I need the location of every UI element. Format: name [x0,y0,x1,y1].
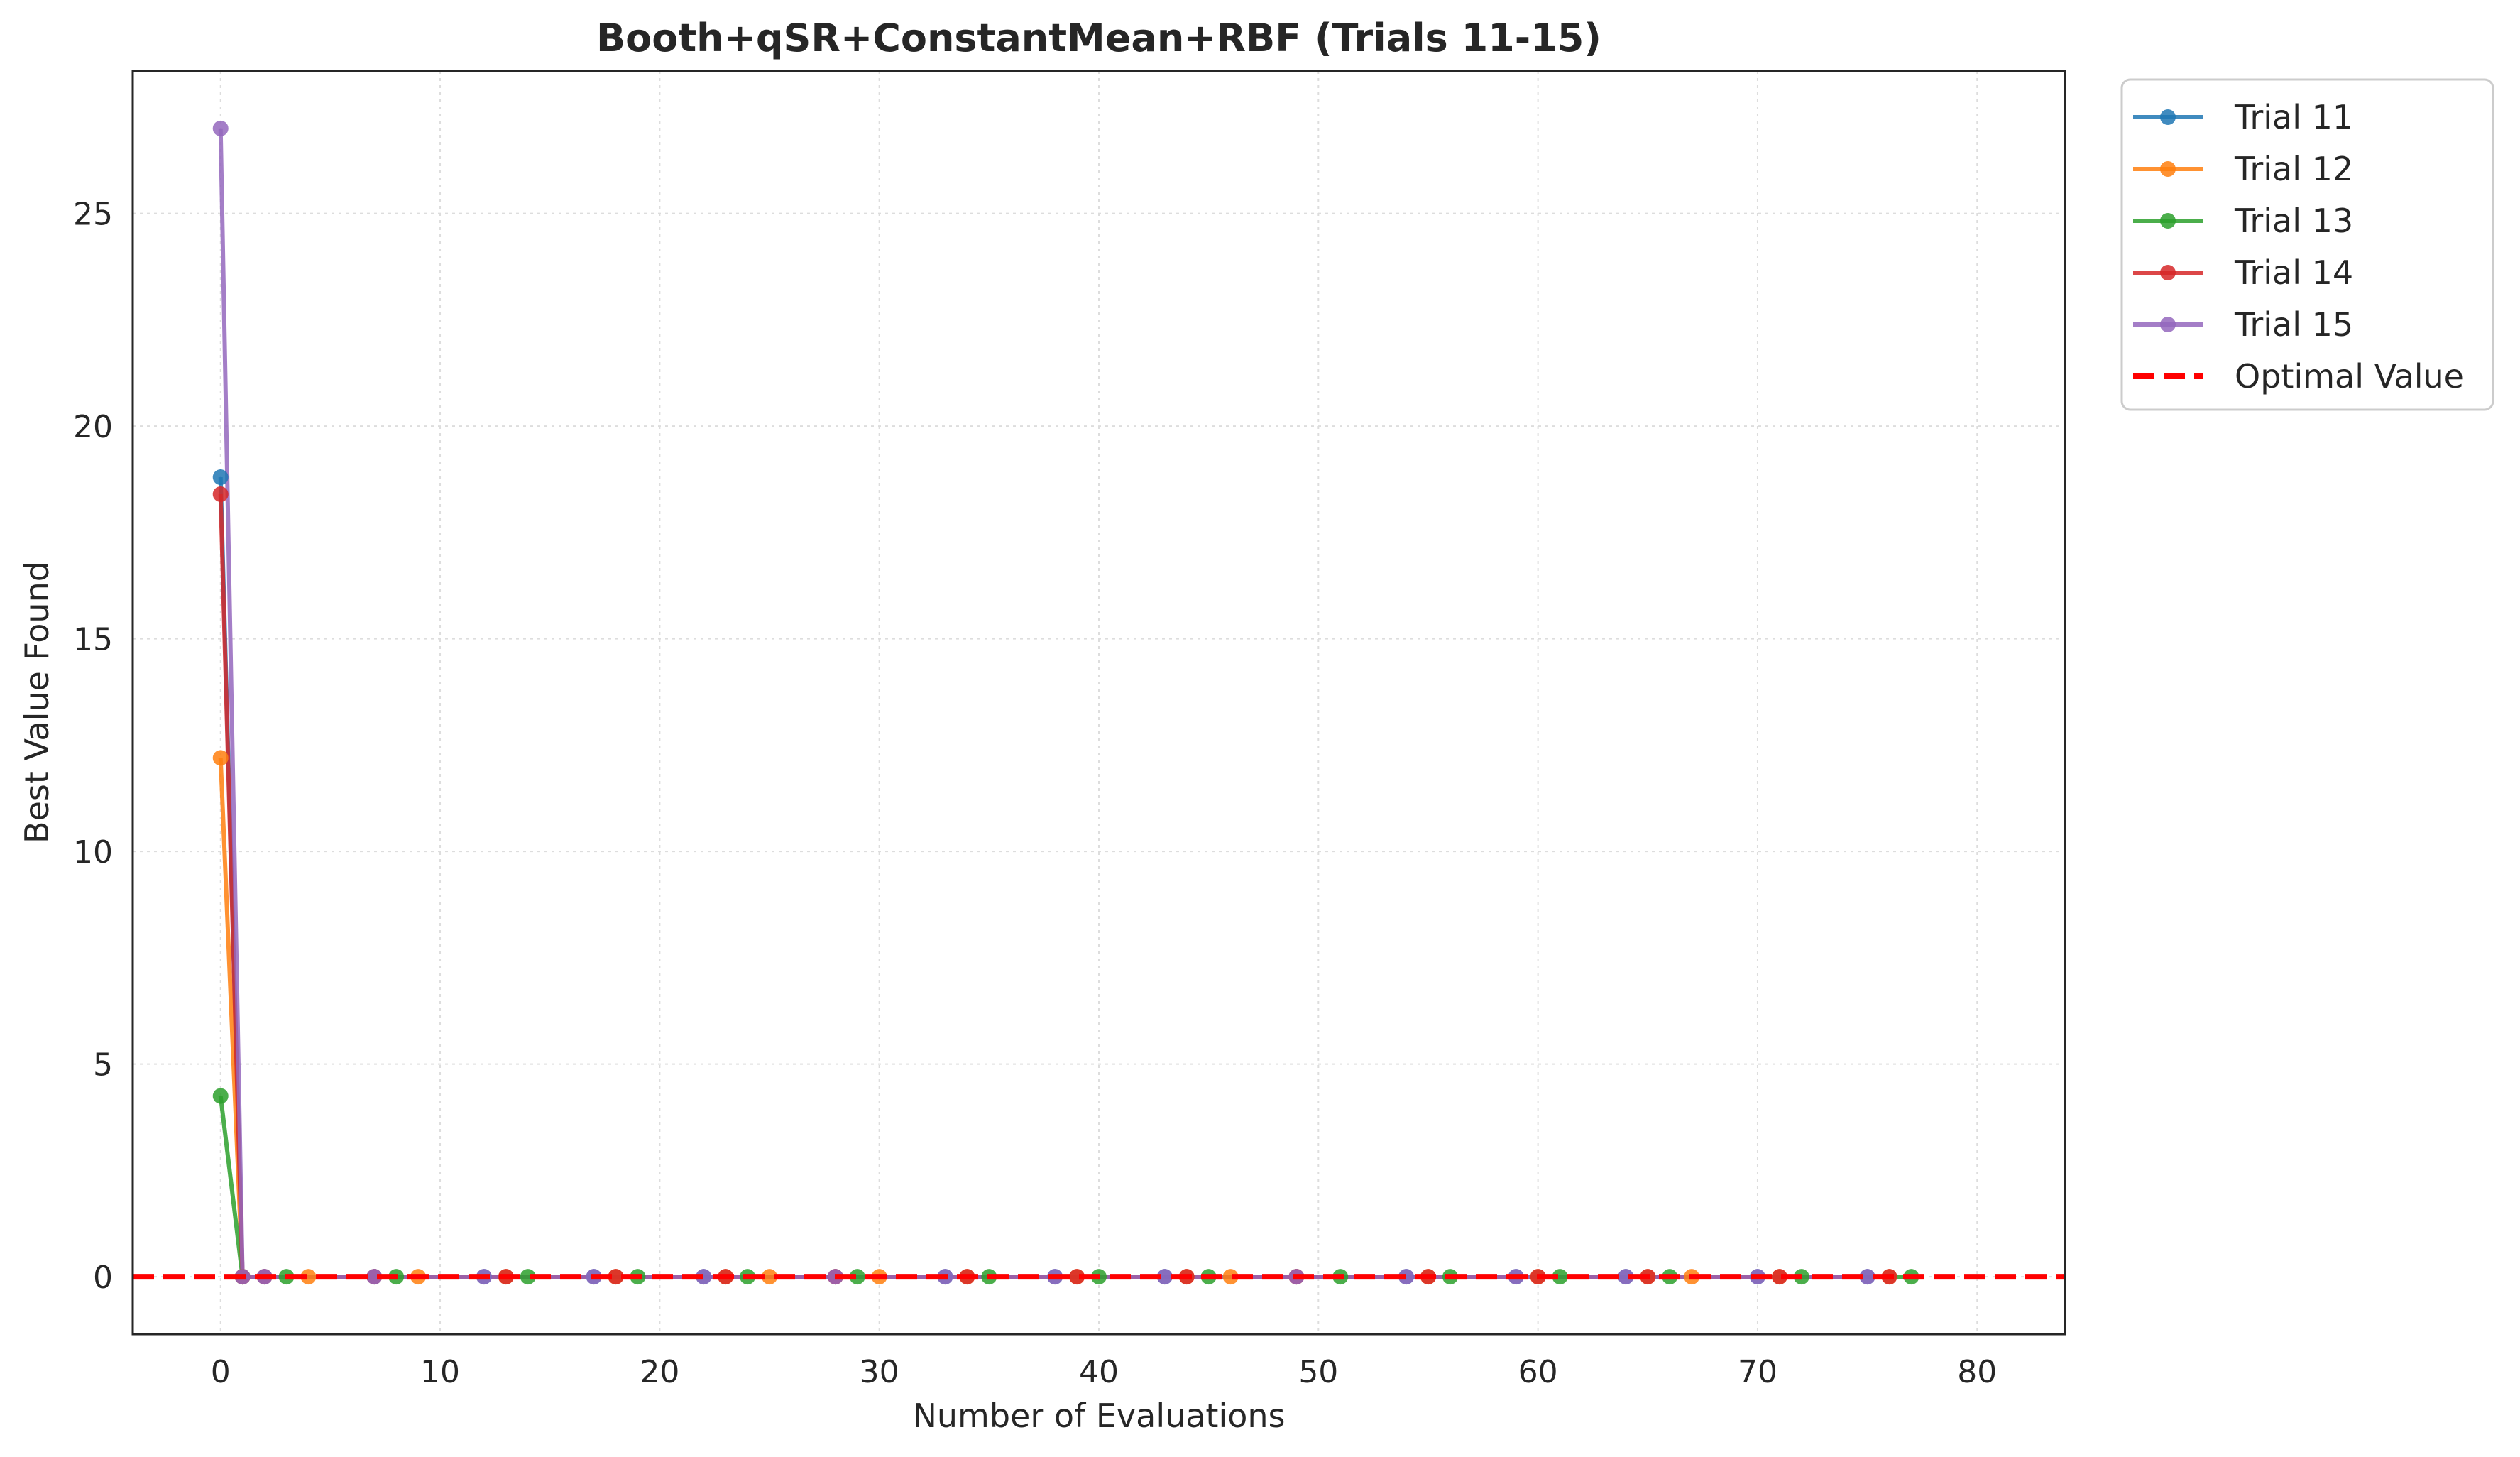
legend-marker [2160,161,2176,177]
x-tick-label: 60 [1518,1354,1558,1390]
data-point [696,1269,712,1285]
data-point [1552,1269,1568,1285]
data-point [212,120,229,136]
y-tick-label: 20 [73,409,113,445]
legend-frame [2120,78,2494,411]
y-tick-label: 15 [73,622,113,658]
data-point [1771,1269,1787,1285]
data-point [1398,1269,1415,1285]
data-point [212,750,229,766]
legend-label: Trial 14 [2234,253,2353,292]
x-tick-label: 70 [1738,1354,1777,1390]
legend-marker [2160,317,2176,332]
data-point [212,469,229,486]
data-point [300,1269,317,1285]
y-axis-label: Best Value Found [18,561,56,844]
x-tick-label: 50 [1298,1354,1338,1390]
data-point [608,1269,624,1285]
data-point [366,1269,383,1285]
chart-title: Booth+qSR+ConstantMean+RBF (Trials 11-15… [596,16,1601,60]
data-point [212,486,229,502]
data-point [1222,1269,1239,1285]
data-point [1618,1269,1634,1285]
x-tick-label: 0 [211,1354,231,1390]
data-point [1069,1269,1085,1285]
data-point [1859,1269,1875,1285]
ticks: 0 10 20 30 40 50 60 70 80 0 5 10 15 20 25 [73,197,1997,1390]
data-point [849,1269,865,1285]
y-tick-label: 0 [93,1260,113,1296]
legend-label: Trial 13 [2234,202,2353,240]
data-point [762,1269,778,1285]
data-point [520,1269,536,1285]
legend-label: Trial 15 [2234,305,2353,344]
y-tick-label: 10 [73,834,113,871]
x-tick-label: 40 [1079,1354,1119,1390]
x-tick-label: 10 [420,1354,460,1390]
data-point [1156,1269,1173,1285]
x-tick-label: 80 [1957,1354,1997,1390]
y-tick-label: 5 [93,1047,113,1084]
x-tick-label: 30 [860,1354,899,1390]
legend-label: Trial 12 [2234,150,2353,188]
legend-marker [2160,265,2176,280]
legend-marker [2160,213,2176,229]
data-point [212,1088,229,1104]
legend: Trial 11 Trial 12 Trial 13 Trial 14 Trial 15… [2120,78,2494,411]
legend-label: Optimal Value [2235,357,2464,395]
x-axis-label: Number of Evaluations [912,1397,1285,1435]
legend-label: Trial 11 [2234,98,2353,136]
legend-marker [2160,109,2176,125]
y-tick-label: 25 [73,197,113,233]
plot-frame [131,70,2066,1336]
x-tick-label: 20 [640,1354,679,1390]
